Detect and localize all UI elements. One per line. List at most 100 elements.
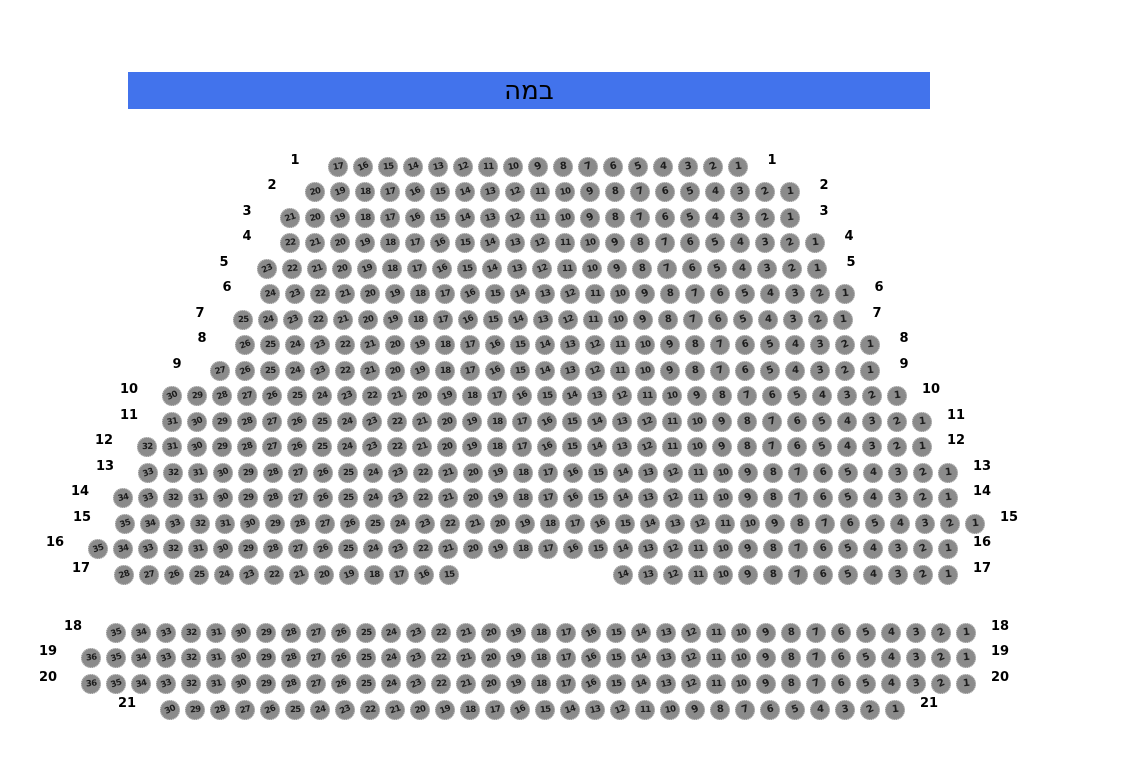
seat[interactable]: 14 <box>510 284 530 304</box>
seat[interactable]: 24 <box>381 674 401 694</box>
seat[interactable]: 9 <box>712 412 732 432</box>
seat[interactable]: 17 <box>565 514 585 534</box>
seat[interactable]: 14 <box>631 623 651 643</box>
seat[interactable]: 30 <box>240 514 260 534</box>
seat[interactable]: 1 <box>807 259 827 279</box>
seat[interactable]: 28 <box>281 623 301 643</box>
seat[interactable]: 20 <box>314 565 334 585</box>
seat[interactable]: 28 <box>263 488 283 508</box>
seat[interactable]: 25 <box>260 335 280 355</box>
seat[interactable]: 7 <box>683 310 703 330</box>
seat[interactable]: 5 <box>760 335 780 355</box>
seat[interactable]: 3 <box>730 182 750 202</box>
seat[interactable]: 32 <box>181 623 201 643</box>
seat[interactable]: 9 <box>635 284 655 304</box>
seat[interactable]: 23 <box>406 648 426 668</box>
seat[interactable]: 9 <box>660 335 680 355</box>
seat[interactable]: 26 <box>340 514 360 534</box>
seat[interactable]: 29 <box>238 463 258 483</box>
seat[interactable]: 2 <box>782 259 802 279</box>
seat[interactable]: 20 <box>463 488 483 508</box>
seat[interactable]: 27 <box>288 539 308 559</box>
seat[interactable]: 31 <box>206 674 226 694</box>
seat[interactable]: 13 <box>585 700 605 720</box>
seat[interactable]: 23 <box>415 514 435 534</box>
seat[interactable]: 30 <box>213 488 233 508</box>
seat[interactable]: 13 <box>638 488 658 508</box>
seat[interactable]: 9 <box>712 437 732 457</box>
seat[interactable]: 2 <box>755 182 775 202</box>
seat[interactable]: 22 <box>413 488 433 508</box>
seat[interactable]: 35 <box>115 514 135 534</box>
seat[interactable]: 7 <box>762 437 782 457</box>
seat[interactable]: 30 <box>231 648 251 668</box>
seat[interactable]: 24 <box>312 386 332 406</box>
seat[interactable]: 19 <box>506 674 526 694</box>
seat[interactable]: 34 <box>113 488 133 508</box>
seat[interactable]: 10 <box>610 284 630 304</box>
seat[interactable]: 14 <box>613 565 633 585</box>
seat[interactable]: 9 <box>580 208 600 228</box>
seat[interactable]: 22 <box>431 648 451 668</box>
seat[interactable]: 30 <box>231 623 251 643</box>
seat[interactable]: 11 <box>530 182 550 202</box>
seat[interactable]: 8 <box>710 700 730 720</box>
seat[interactable]: 13 <box>612 437 632 457</box>
seat[interactable]: 10 <box>555 208 575 228</box>
seat[interactable]: 13 <box>505 233 525 253</box>
seat[interactable]: 23 <box>239 565 259 585</box>
seat[interactable]: 5 <box>787 386 807 406</box>
seat[interactable]: 7 <box>806 674 826 694</box>
seat[interactable]: 29 <box>256 674 276 694</box>
seat[interactable]: 12 <box>637 437 657 457</box>
seat[interactable]: 32 <box>181 674 201 694</box>
seat[interactable]: 1 <box>956 674 976 694</box>
seat[interactable]: 3 <box>906 648 926 668</box>
seat[interactable]: 18 <box>531 623 551 643</box>
seat[interactable]: 12 <box>690 514 710 534</box>
seat[interactable]: 31 <box>162 412 182 432</box>
seat[interactable]: 12 <box>453 157 473 177</box>
seat[interactable]: 21 <box>360 335 380 355</box>
seat[interactable]: 13 <box>612 412 632 432</box>
seat[interactable]: 17 <box>538 463 558 483</box>
seat[interactable]: 7 <box>710 335 730 355</box>
seat[interactable]: 14 <box>631 674 651 694</box>
seat[interactable]: 9 <box>660 361 680 381</box>
seat[interactable]: 26 <box>235 361 255 381</box>
seat[interactable]: 3 <box>915 514 935 534</box>
seat[interactable]: 18 <box>435 335 455 355</box>
seat[interactable]: 10 <box>687 437 707 457</box>
seat[interactable]: 14 <box>535 335 555 355</box>
seat[interactable]: 1 <box>885 700 905 720</box>
seat[interactable]: 6 <box>813 463 833 483</box>
seat[interactable]: 15 <box>588 539 608 559</box>
seat[interactable]: 13 <box>656 674 676 694</box>
seat[interactable]: 17 <box>512 437 532 457</box>
seat[interactable]: 7 <box>735 700 755 720</box>
seat[interactable]: 11 <box>706 648 726 668</box>
seat[interactable]: 23 <box>388 539 408 559</box>
seat[interactable]: 20 <box>490 514 510 534</box>
seat[interactable]: 20 <box>412 386 432 406</box>
seat[interactable]: 3 <box>757 259 777 279</box>
seat[interactable]: 19 <box>515 514 535 534</box>
seat[interactable]: 17 <box>487 386 507 406</box>
seat[interactable]: 13 <box>507 259 527 279</box>
seat[interactable]: 11 <box>557 259 577 279</box>
seat[interactable]: 25 <box>356 648 376 668</box>
seat[interactable]: 18 <box>460 700 480 720</box>
seat[interactable]: 34 <box>131 623 151 643</box>
seat[interactable]: 6 <box>831 674 851 694</box>
seat[interactable]: 20 <box>330 233 350 253</box>
seat[interactable]: 35 <box>106 623 126 643</box>
seat[interactable]: 17 <box>538 539 558 559</box>
seat[interactable]: 8 <box>790 514 810 534</box>
seat[interactable]: 18 <box>435 361 455 381</box>
seat[interactable]: 35 <box>106 648 126 668</box>
seat[interactable]: 33 <box>165 514 185 534</box>
seat[interactable]: 24 <box>381 648 401 668</box>
seat[interactable]: 17 <box>328 157 348 177</box>
seat[interactable]: 6 <box>655 208 675 228</box>
seat[interactable]: 3 <box>837 386 857 406</box>
